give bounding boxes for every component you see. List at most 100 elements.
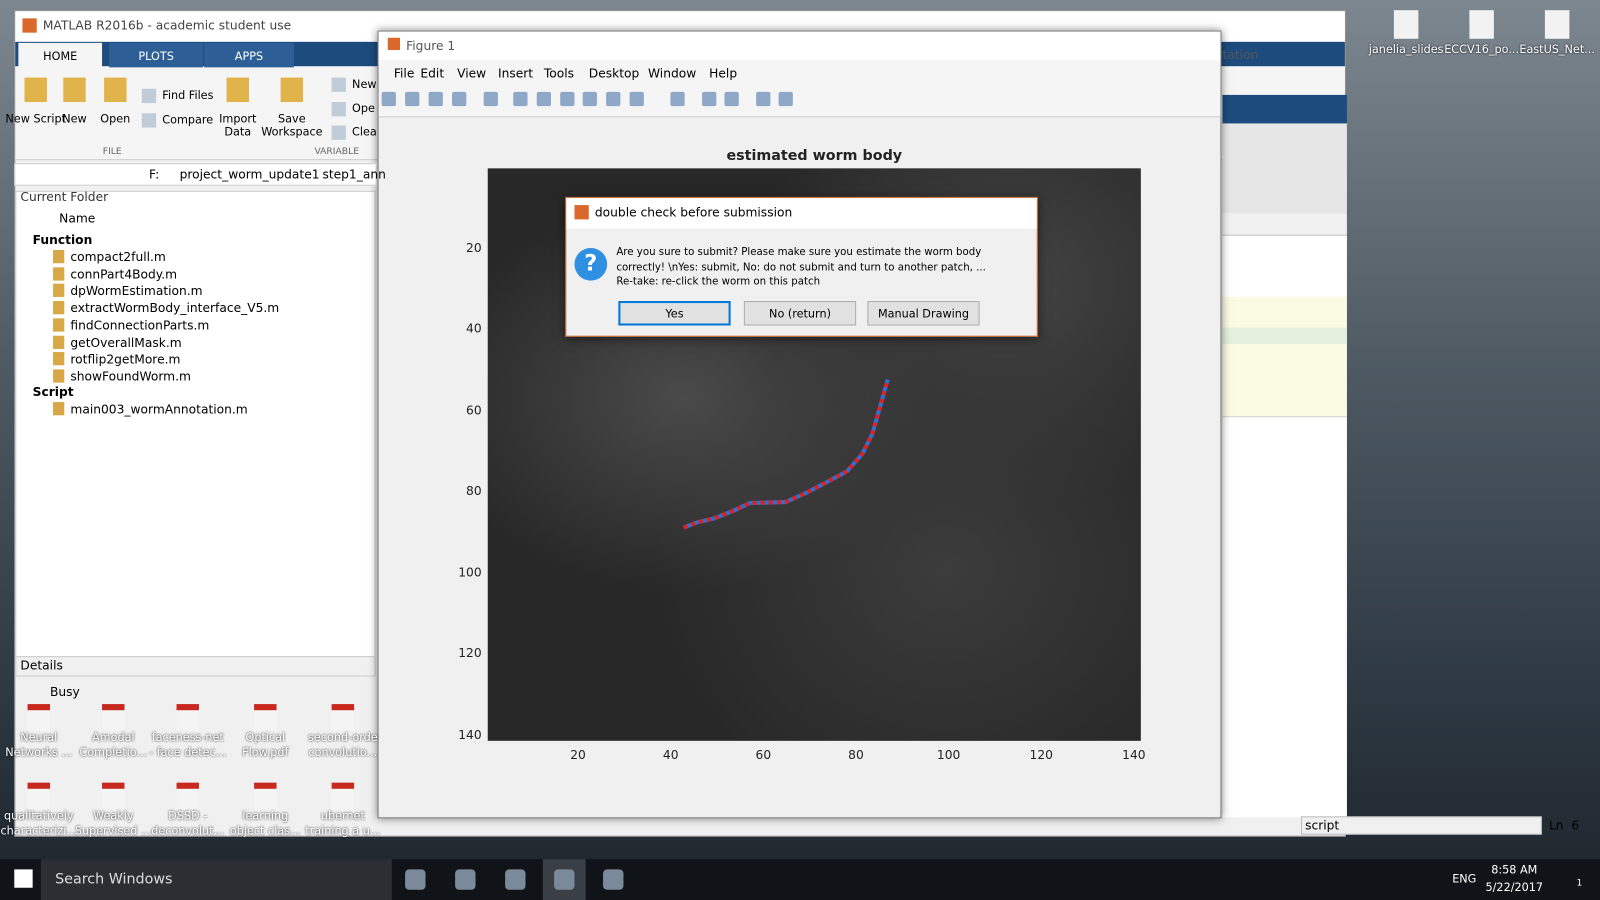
ribbon-icon[interactable] — [63, 77, 86, 103]
ribbon-button[interactable]: Save Workspace — [261, 112, 323, 139]
toolbar-button[interactable] — [606, 91, 621, 107]
menu-item[interactable]: File — [393, 66, 415, 81]
ribbon-icon[interactable] — [141, 113, 157, 128]
desktop-icon-label[interactable]: Weakly — [93, 809, 134, 823]
taskbar-app[interactable] — [603, 869, 624, 890]
toolbar-button[interactable] — [756, 91, 771, 107]
search-box[interactable] — [40, 859, 392, 900]
pdf-icon[interactable] — [176, 704, 199, 731]
taskbar-app[interactable] — [455, 869, 476, 890]
file-name[interactable]: rotflip2getMore.m — [70, 352, 181, 367]
ribbon-tab[interactable] — [18, 42, 103, 68]
desktop-icon-label[interactable]: characterizi... — [0, 824, 78, 838]
taskbar-app[interactable] — [405, 869, 426, 890]
toolbar-button[interactable] — [381, 91, 396, 107]
tree-group[interactable]: Script — [32, 384, 74, 400]
toolbar-button[interactable] — [560, 91, 575, 107]
menu-item[interactable]: Window — [647, 66, 697, 81]
ribbon-icon[interactable] — [141, 88, 157, 104]
file-name[interactable]: showFoundWorm.m — [70, 369, 191, 384]
toolbar-button[interactable] — [428, 91, 443, 107]
file-name[interactable]: findConnectionParts.m — [70, 318, 210, 333]
desktop-icon-label[interactable]: ECCV16_po... — [1444, 42, 1520, 57]
toolbar-button[interactable] — [405, 91, 420, 107]
desktop-icon-label[interactable]: convolutio... — [308, 745, 378, 760]
desktop-icon-label[interactable]: object clas... — [229, 824, 301, 838]
dialog-button-label[interactable]: Manual Drawing — [877, 307, 969, 321]
desktop-icon-label[interactable]: Amodal — [91, 730, 135, 744]
desktop-icon-label[interactable]: learning — [242, 809, 289, 823]
desktop-icon-label[interactable]: ubernet — [320, 809, 365, 823]
toolbar-button[interactable] — [702, 91, 717, 107]
search-placeholder[interactable]: Search Windows — [55, 871, 173, 888]
dialog-button-label[interactable]: No (return) — [769, 307, 831, 321]
toolbar-button[interactable] — [452, 91, 467, 107]
desktop-icon-label[interactable]: Optical — [245, 730, 286, 744]
desktop-icon-label[interactable]: Supervised ... — [74, 824, 152, 838]
start-button[interactable] — [14, 869, 33, 888]
toolbar-button[interactable] — [536, 91, 552, 107]
desktop-icon-label[interactable]: DSSD - — [168, 809, 208, 823]
ribbon-button[interactable]: Open — [100, 112, 131, 126]
ribbon-button[interactable]: Ope — [352, 102, 375, 116]
toolbar-button[interactable] — [513, 91, 528, 107]
toolbar-button[interactable] — [778, 91, 793, 107]
ribbon-icon[interactable] — [331, 102, 346, 117]
pdf-icon[interactable] — [254, 704, 277, 731]
file-name[interactable]: extractWormBody_interface_V5.m — [70, 301, 280, 316]
taskbar-app[interactable] — [554, 869, 575, 890]
pdf-icon[interactable] — [102, 704, 125, 731]
pdf-icon[interactable] — [254, 782, 277, 810]
ribbon-button[interactable]: Find Files — [162, 88, 214, 103]
desktop-icon[interactable] — [1393, 10, 1419, 39]
ribbon-icon[interactable] — [104, 77, 127, 103]
file-name[interactable]: main003_wormAnnotation.m — [70, 402, 248, 417]
notification-count[interactable]: 1 — [1576, 878, 1583, 889]
path-segment[interactable]: F: — [148, 167, 160, 182]
ribbon-button[interactable]: Clea — [352, 125, 377, 139]
menu-item[interactable]: Tools — [543, 66, 575, 81]
ribbon-tab[interactable] — [204, 42, 294, 68]
ribbon-button[interactable]: New — [352, 77, 377, 91]
menu-item[interactable]: View — [457, 66, 487, 81]
desktop-icon[interactable] — [1469, 10, 1494, 39]
path-segment[interactable]: step1_ann — [322, 167, 386, 182]
desktop-icon-label[interactable]: Networks ... — [5, 745, 73, 760]
ribbon-tab[interactable] — [109, 42, 204, 68]
desktop-icon-label[interactable]: Neural — [20, 730, 58, 744]
desktop-icon-label[interactable]: deconvolut... — [151, 824, 225, 838]
ribbon-icon[interactable] — [331, 77, 346, 92]
toolbar-button[interactable] — [629, 91, 644, 107]
menu-item[interactable]: Desktop — [588, 66, 640, 81]
ribbon-button[interactable]: New — [62, 112, 87, 126]
pdf-icon[interactable] — [331, 782, 355, 810]
desktop-icon-label[interactable]: Completio... — [79, 745, 148, 760]
desktop-icon-label[interactable]: second-orde — [308, 730, 378, 744]
ribbon-button[interactable]: New Script — [5, 112, 67, 126]
ribbon-tab-label[interactable]: HOME — [43, 50, 78, 64]
menu-item[interactable]: Edit — [420, 66, 445, 81]
pdf-icon[interactable] — [27, 704, 51, 731]
ribbon-tab-label[interactable]: APPS — [234, 50, 264, 64]
file-name[interactable]: compact2full.m — [70, 250, 166, 265]
dialog-button[interactable] — [867, 301, 980, 326]
pdf-icon[interactable] — [102, 782, 125, 810]
menu-item[interactable]: Insert — [497, 66, 534, 81]
desktop-icon-label[interactable]: EastUS_Net... — [1519, 42, 1595, 57]
desktop-icon-label[interactable]: janelia_slides — [1368, 42, 1444, 57]
file-name[interactable]: dpWormEstimation.m — [70, 284, 203, 299]
file-name[interactable]: connPart4Body.m — [70, 267, 178, 282]
toolbar-button[interactable] — [582, 91, 597, 107]
taskbar-app[interactable] — [505, 869, 526, 890]
ribbon-button[interactable]: Compare — [162, 113, 214, 127]
desktop-icon[interactable] — [1544, 10, 1570, 39]
pdf-icon[interactable] — [176, 782, 199, 810]
tree-group[interactable]: Function — [32, 232, 93, 247]
desktop-icon-label[interactable]: training a u... — [305, 824, 381, 838]
ribbon-icon[interactable] — [280, 77, 304, 103]
desktop-icon-label[interactable]: - face detec... — [149, 745, 227, 760]
path-segment[interactable]: project_worm_update1 — [179, 167, 320, 182]
desktop-icon-label[interactable]: faceness-net — [151, 730, 224, 744]
file-name[interactable]: getOverallMask.m — [70, 335, 182, 350]
ribbon-icon[interactable] — [331, 125, 346, 140]
